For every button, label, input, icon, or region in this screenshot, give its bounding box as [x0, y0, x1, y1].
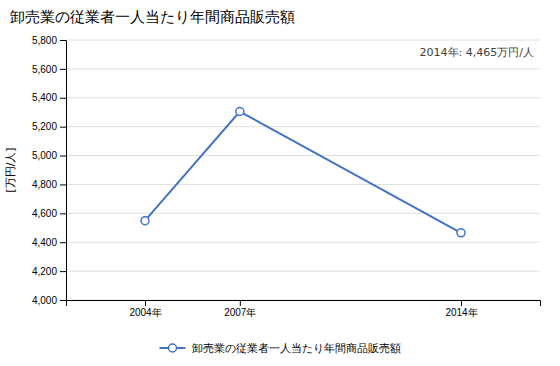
- y-tick-mark: [60, 242, 66, 243]
- x-axis: 2004年 2007年 2014年: [67, 300, 541, 318]
- y-tick-label: 4,600: [32, 208, 57, 219]
- x-tick-mark: [461, 300, 462, 306]
- y-tick-label: 4,200: [32, 266, 57, 277]
- y-tick-label: 4,000: [32, 295, 57, 306]
- grid-line: [66, 68, 540, 69]
- y-tick: 5,600: [32, 64, 66, 75]
- y-tick: 4,400: [32, 237, 66, 248]
- grid-line: [66, 97, 540, 98]
- y-tick-label: 4,800: [32, 179, 57, 190]
- x-tick-label: 2004年: [129, 307, 161, 318]
- y-tick-mark: [60, 184, 66, 185]
- y-tick-mark: [60, 271, 66, 272]
- y-tick-mark: [60, 40, 66, 41]
- marks: [141, 108, 465, 237]
- y-tick: 5,400: [32, 92, 66, 103]
- grid-line: [66, 213, 540, 214]
- title: 卸売業の従業者一人当たり年間商品販売額: [10, 8, 295, 26]
- y-tick-mark: [60, 156, 66, 157]
- y-tick: 5,200: [32, 121, 66, 132]
- grid-line: [66, 155, 540, 156]
- y-tick-label: 5,200: [32, 121, 57, 132]
- x-tick-mark: [240, 300, 241, 306]
- y-axis: 4,000 4,200 4,400 4,600 4,800 5,000 5,200 5,400…: [32, 35, 67, 306]
- grid-line: [66, 271, 540, 272]
- grid: [66, 40, 540, 300]
- y-tick-label: 5,800: [32, 35, 57, 46]
- legend-item: 卸売業の従業者一人当たり年間商品販売額: [160, 342, 401, 355]
- y-tick-label: 5,000: [32, 150, 57, 161]
- grid-line: [66, 184, 540, 185]
- y-tick-mark: [60, 69, 66, 70]
- legend-label: 卸売業の従業者一人当たり年間商品販売額: [192, 342, 401, 355]
- y-tick: 4,200: [32, 266, 66, 277]
- y-tick-mark: [60, 98, 66, 99]
- x-tick: 2014年: [445, 300, 477, 318]
- y-axis-title: [万円/人]: [4, 147, 17, 192]
- y-tick: 4,000: [32, 295, 66, 306]
- y-tick-mark: [60, 300, 66, 301]
- chart: 卸売業の従業者一人当たり年間商品販売額2004年2007年2014年4,0004…: [0, 0, 560, 366]
- annotation: 2014年: 4,465万円/人: [420, 46, 534, 59]
- x-tick: 2007年: [224, 300, 256, 318]
- y-tick-mark: [60, 213, 66, 214]
- x-tick-label: 2007年: [224, 307, 256, 318]
- point: [236, 108, 244, 116]
- grid-line: [66, 242, 540, 243]
- y-tick: 5,800: [32, 35, 66, 46]
- legend: 卸売業の従業者一人当たり年間商品販売額: [160, 342, 401, 355]
- y-tick: 4,600: [32, 208, 66, 219]
- y-axis-line: [60, 41, 67, 301]
- y-tick-label: 4,400: [32, 237, 57, 248]
- x-tick-mark: [145, 300, 146, 306]
- y-tick-label: 5,400: [32, 92, 57, 103]
- y-tick-mark: [60, 127, 66, 128]
- point: [141, 217, 149, 225]
- x-tick: 2004年: [129, 300, 161, 318]
- y-tick-label: 5,600: [32, 64, 57, 75]
- y-tick: 4,800: [32, 179, 66, 190]
- plot: 2004年 2007年 2014年 4,000 4,200 4,400 4,600 4,800…: [4, 35, 541, 318]
- grid-line: [66, 126, 540, 127]
- y-tick: 5,000: [32, 150, 66, 161]
- legend-marker: [169, 344, 177, 352]
- x-axis-line: [67, 301, 541, 307]
- point: [457, 229, 465, 237]
- grid-line: [66, 40, 540, 41]
- line: [145, 112, 461, 233]
- x-tick-label: 2014年: [445, 307, 477, 318]
